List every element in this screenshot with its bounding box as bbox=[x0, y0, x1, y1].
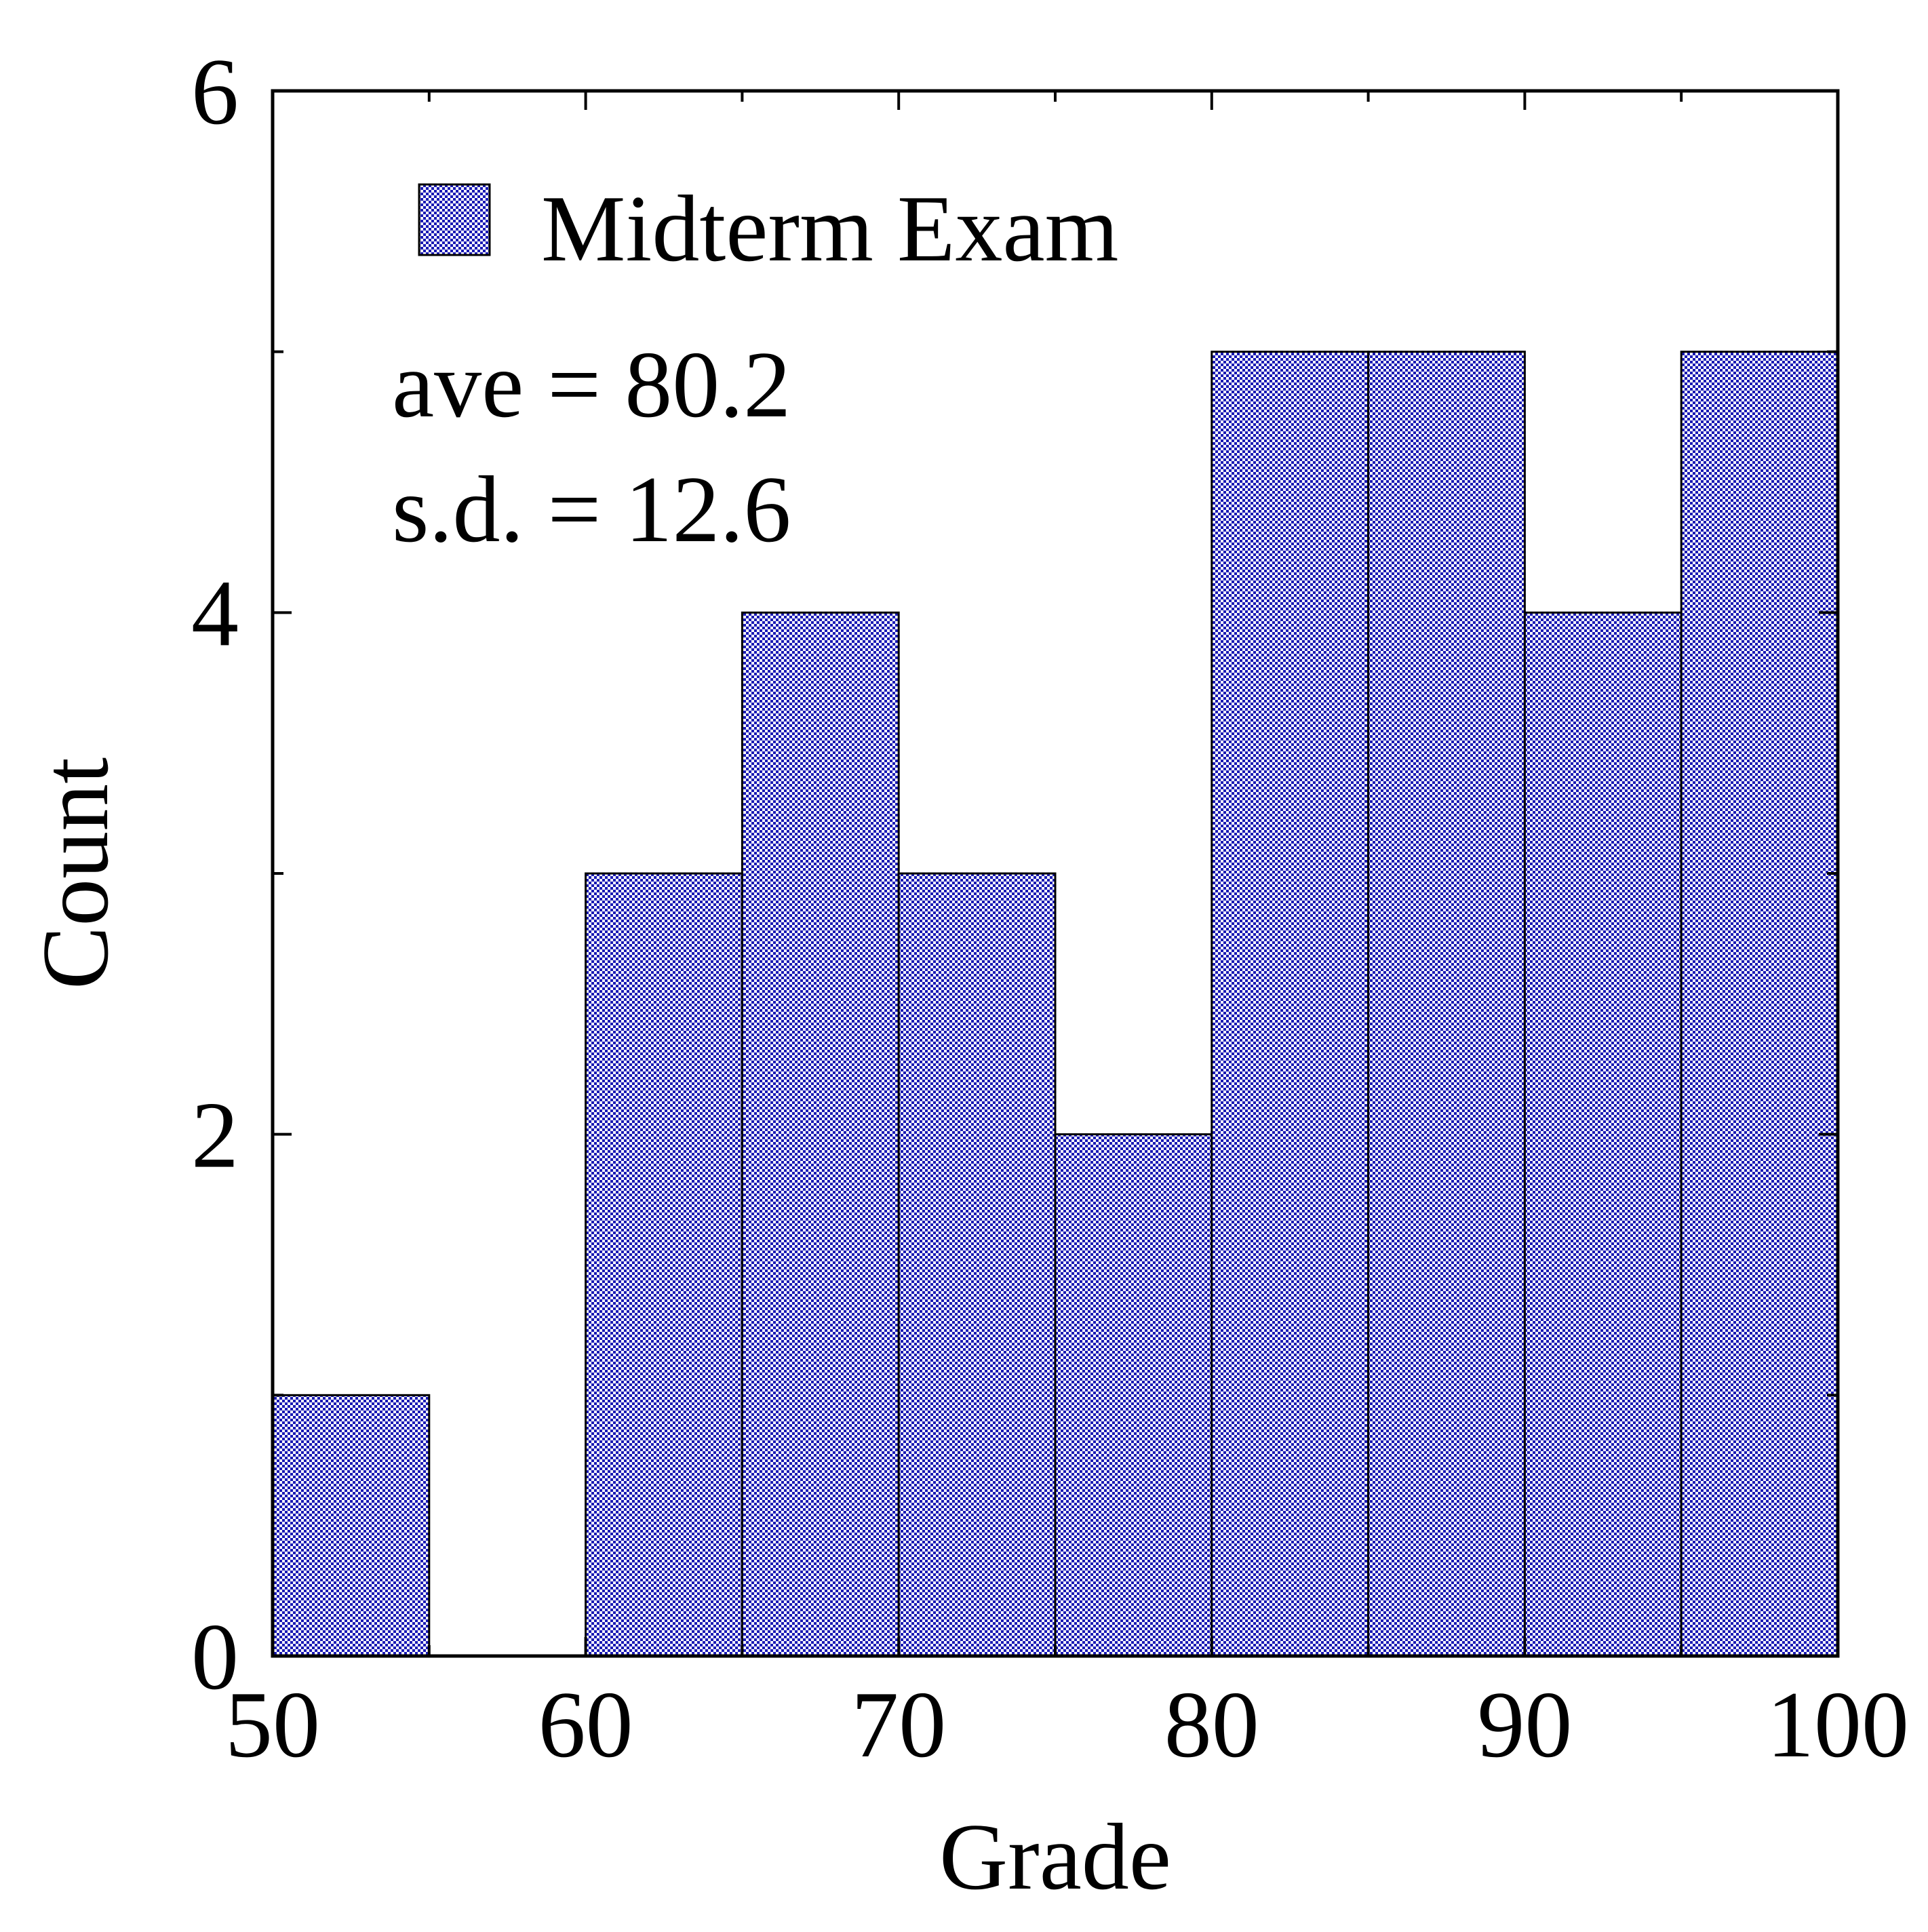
y-tick-labels: 0 2 4 6 bbox=[191, 39, 239, 1710]
histogram-bar bbox=[585, 872, 743, 1657]
y-axis-label: Count bbox=[23, 757, 128, 989]
annotation-average: ave = 80.2 bbox=[392, 332, 791, 437]
x-tick-label: 50 bbox=[225, 1672, 320, 1777]
histogram-bar bbox=[741, 611, 900, 1657]
legend: Midterm Exam bbox=[418, 176, 1118, 281]
histogram-bar bbox=[1680, 351, 1839, 1657]
x-tick-label: 90 bbox=[1477, 1672, 1572, 1777]
x-tick-label: 100 bbox=[1767, 1672, 1909, 1777]
y-tick-label: 6 bbox=[191, 39, 239, 144]
histogram-bar bbox=[897, 872, 1057, 1657]
bars-group bbox=[271, 351, 1839, 1657]
histogram-bar bbox=[271, 1394, 431, 1657]
x-tick-labels: 50 60 70 80 90 100 bbox=[225, 1672, 1909, 1777]
x-axis-label: Grade bbox=[939, 1805, 1171, 1910]
y-tick-label: 4 bbox=[191, 561, 239, 666]
x-tick-label: 70 bbox=[851, 1672, 946, 1777]
histogram-bar bbox=[1054, 1133, 1213, 1657]
y-tick-label: 0 bbox=[191, 1604, 239, 1710]
histogram-bar bbox=[1367, 351, 1526, 1657]
x-tick-label: 80 bbox=[1164, 1672, 1259, 1777]
y-tick-label: 2 bbox=[191, 1083, 239, 1188]
legend-label: Midterm Exam bbox=[541, 176, 1118, 281]
plot-frame bbox=[271, 89, 1840, 1658]
histogram-bar bbox=[1211, 351, 1370, 1657]
x-tick-label: 60 bbox=[538, 1672, 633, 1777]
histogram-bar bbox=[1523, 611, 1683, 1657]
legend-swatch bbox=[418, 183, 491, 256]
annotation-std-dev: s.d. = 12.6 bbox=[392, 457, 791, 562]
